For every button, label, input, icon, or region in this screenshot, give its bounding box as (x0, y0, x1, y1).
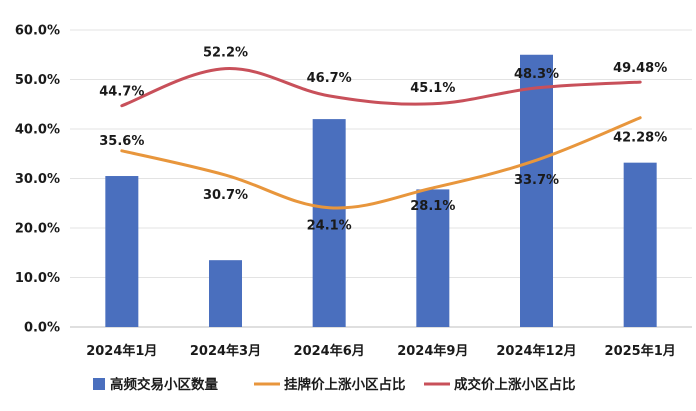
data-label: 49.48% (613, 61, 667, 76)
data-label: 42.28% (613, 131, 667, 146)
bar (209, 260, 242, 327)
line-series (120, 67, 642, 210)
legend: 高频交易小区数量 挂牌价上涨小区占比 成交价上涨小区占比 (93, 376, 576, 393)
data-label: 46.7% (307, 71, 352, 86)
y-tick-label: 10.0% (15, 271, 60, 286)
legend-swatch (93, 378, 105, 390)
data-label: 24.1% (307, 219, 352, 234)
y-axis-ticks: 0.0% 10.0% 20.0% 30.0% 40.0% 50.0% 60.0% (15, 24, 60, 336)
data-label: 52.2% (203, 46, 248, 61)
legend-label: 成交价上涨小区占比 (454, 376, 576, 393)
legend-label: 高频交易小区数量 (110, 376, 218, 393)
bar (623, 162, 657, 327)
data-label: 48.3% (514, 67, 559, 82)
y-tick-label: 0.0% (24, 321, 60, 336)
data-label: 35.6% (99, 134, 144, 149)
data-label: 33.7% (514, 173, 559, 188)
bar-series (105, 54, 657, 327)
line-listing-series (120, 116, 642, 210)
bar (520, 54, 553, 327)
y-tick-label: 50.0% (15, 73, 60, 88)
legend-label: 挂牌价上涨小区占比 (284, 376, 406, 393)
data-label: 45.1% (410, 81, 455, 96)
data-labels: 35.6% 30.7% 24.1% 28.1% 33.7% 42.28% 44.7% 52.2… (99, 46, 667, 234)
y-tick-label: 30.0% (15, 172, 60, 187)
y-tick-label: 20.0% (15, 222, 60, 237)
data-label: 30.7% (203, 188, 248, 203)
bar (416, 189, 450, 327)
bar (105, 176, 139, 327)
x-tick-label: 2024年6月 (294, 343, 365, 359)
y-tick-label: 60.0% (15, 24, 60, 39)
data-label: 44.7% (99, 85, 144, 100)
x-tick-label: 2025年1月 (605, 343, 676, 359)
bar (312, 119, 346, 327)
x-tick-label: 2024年1月 (86, 343, 157, 359)
x-axis-ticks: 2024年1月 2024年3月 2024年6月 2024年9月 2024年12月 2025… (86, 343, 676, 359)
x-tick-label: 2024年9月 (397, 343, 468, 359)
x-tick-label: 2024年12月 (496, 343, 576, 359)
x-tick-label: 2024年3月 (190, 343, 261, 359)
line-deal-series (120, 67, 642, 108)
data-label: 28.1% (410, 199, 455, 214)
y-tick-label: 40.0% (15, 123, 60, 138)
gridlines (70, 29, 692, 328)
